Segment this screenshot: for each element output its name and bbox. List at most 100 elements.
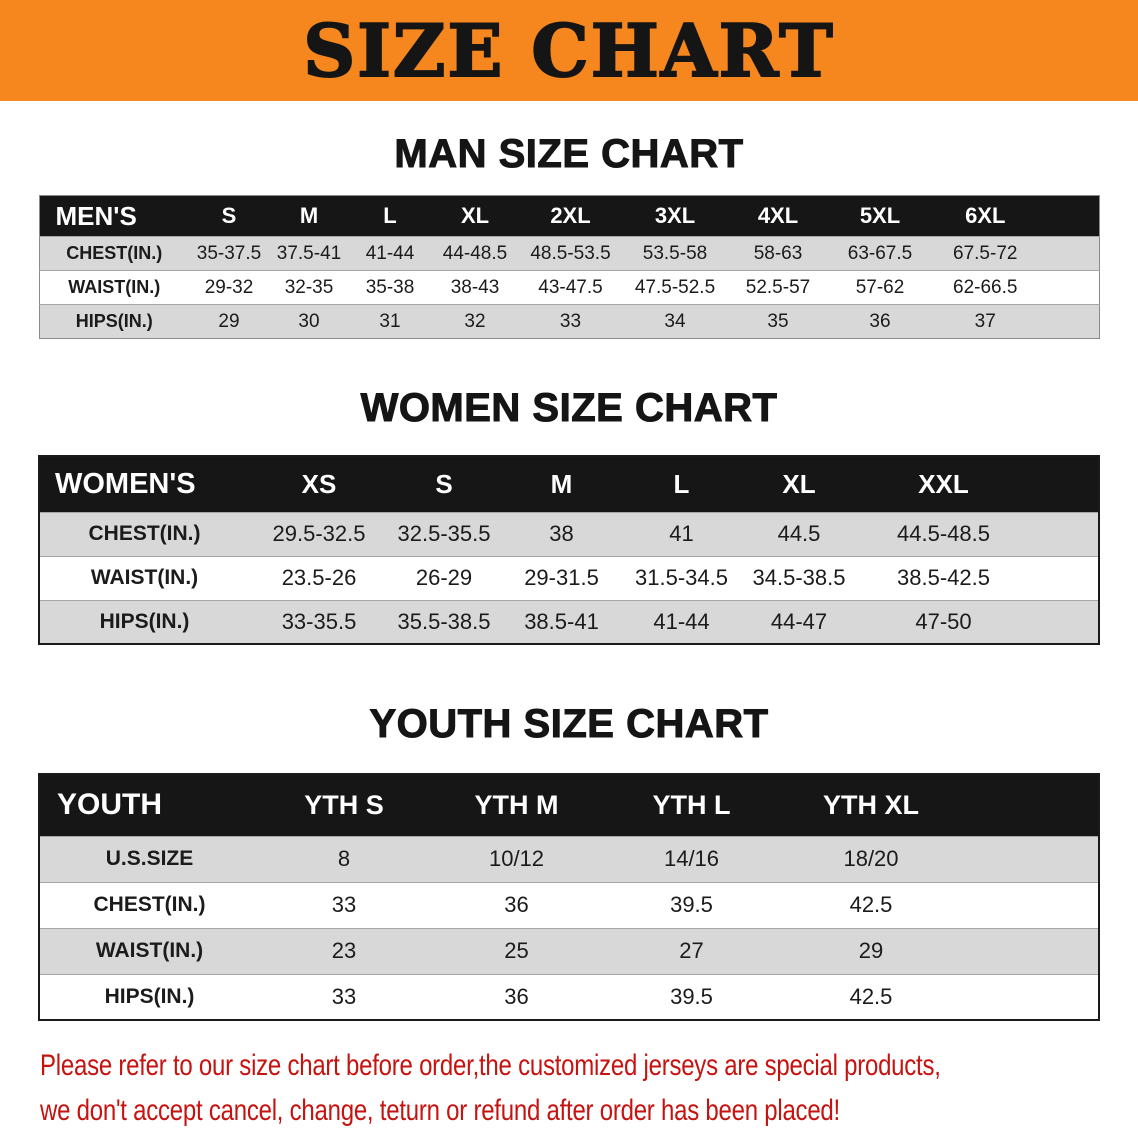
size-value: 38.5-42.5 — [859, 555, 1099, 600]
table-title-cell: MEN'S — [39, 195, 189, 237]
measurement-row: CHEST(IN.) 35-37.5 37.5-41 41-44 44-48.5 48.5… — [39, 236, 1099, 271]
size-value: 33-35.5 — [249, 599, 389, 644]
size-value: 35.5-38.5 — [389, 599, 499, 644]
size-value: 35 — [728, 304, 828, 339]
footer-line-2: we don't accept cancel, change, teturn o… — [40, 1094, 840, 1127]
size-column-header: YTH S — [259, 774, 429, 836]
size-value: 32-35 — [269, 270, 349, 305]
size-value: 23.5-26 — [249, 555, 389, 600]
size-value: 67.5-72 — [932, 236, 1099, 271]
size-value: 39.5 — [604, 881, 779, 928]
size-value: 44-47 — [739, 599, 859, 644]
size-column-header: XS — [249, 456, 389, 512]
size-value: 32.5-35.5 — [389, 511, 499, 556]
measurement-row: WAIST(IN.) 23.5-26 26-29 29-31.5 31.5-34.5 34… — [39, 555, 1099, 600]
header-row: MEN'S S M L XL 2XL 3XL 4XL 5XL 6XL — [39, 195, 1099, 237]
size-value: 29 — [779, 927, 1099, 974]
size-value: 52.5-57 — [728, 270, 828, 305]
size-value: 58-63 — [728, 236, 828, 271]
size-value: 38-43 — [431, 270, 519, 305]
row-label: U.S.SIZE — [39, 835, 259, 882]
size-value: 36 — [828, 304, 932, 339]
measurement-row: WAIST(IN.) 29-32 32-35 35-38 38-43 43-47.5 47.… — [39, 270, 1099, 305]
page-title: SIZE CHART — [302, 7, 835, 93]
row-label: HIPS(IN.) — [39, 973, 259, 1020]
size-value: 44.5-48.5 — [859, 511, 1099, 556]
size-value: 29.5-32.5 — [249, 511, 389, 556]
size-value: 57-62 — [828, 270, 932, 305]
men-section: MAN SIZE CHART MEN'S S M L XL 2XL 3XL 4XL 5XL 6XL… — [0, 131, 1138, 339]
size-value: 48.5-53.5 — [519, 236, 622, 271]
size-column-header: YTH L — [604, 774, 779, 836]
size-value: 37.5-41 — [269, 236, 349, 271]
size-value: 41-44 — [349, 236, 431, 271]
size-column-header: L — [349, 195, 431, 237]
row-label: HIPS(IN.) — [39, 304, 189, 339]
measurement-row: U.S.SIZE 8 10/12 14/16 18/20 — [39, 835, 1099, 882]
size-column-header: S — [189, 195, 269, 237]
size-column-header: M — [269, 195, 349, 237]
mens-size-table: MEN'S S M L XL 2XL 3XL 4XL 5XL 6XL CHEST(IN.) 35-37… — [38, 195, 1100, 339]
row-label: CHEST(IN.) — [39, 881, 259, 928]
size-value: 18/20 — [779, 835, 1099, 882]
measurement-row: CHEST(IN.) 29.5-32.5 32.5-35.5 38 41 44.5 44.5… — [39, 511, 1099, 556]
size-value: 10/12 — [429, 835, 604, 882]
size-value: 62-66.5 — [932, 270, 1099, 305]
size-value: 31 — [349, 304, 431, 339]
size-value: 34 — [622, 304, 728, 339]
size-column-header: 6XL — [932, 195, 1099, 237]
size-value: 34.5-38.5 — [739, 555, 859, 600]
size-value: 47-50 — [859, 599, 1099, 644]
size-value: 35-37.5 — [189, 236, 269, 271]
header-row: WOMEN'S XS S M L XL XXL — [39, 456, 1099, 512]
size-value: 53.5-58 — [622, 236, 728, 271]
size-value: 23 — [259, 927, 429, 974]
size-value: 43-47.5 — [519, 270, 622, 305]
measurement-row: HIPS(IN.) 29 30 31 32 33 34 35 36 37 — [39, 304, 1099, 339]
row-label: WAIST(IN.) — [39, 270, 189, 305]
size-value: 30 — [269, 304, 349, 339]
row-label: HIPS(IN.) — [39, 599, 249, 644]
size-value: 29 — [189, 304, 269, 339]
row-label: WAIST(IN.) — [39, 555, 249, 600]
size-value: 35-38 — [349, 270, 431, 305]
size-value: 32 — [431, 304, 519, 339]
measurement-row: HIPS(IN.) 33 36 39.5 42.5 — [39, 973, 1099, 1020]
size-value: 31.5-34.5 — [624, 555, 739, 600]
size-column-header: 2XL — [519, 195, 622, 237]
size-column-header: XL — [739, 456, 859, 512]
size-column-header: L — [624, 456, 739, 512]
women-section: WOMEN SIZE CHART WOMEN'S XS S M L XL XXL CHEST(… — [0, 385, 1138, 645]
measurement-row: CHEST(IN.) 33 36 39.5 42.5 — [39, 881, 1099, 928]
youth-section-heading: YOUTH SIZE CHART — [369, 702, 769, 747]
size-value: 37 — [932, 304, 1099, 339]
women-section-heading: WOMEN SIZE CHART — [360, 386, 778, 431]
size-column-header: M — [499, 456, 624, 512]
footer-note: Please refer to our size chart before or… — [40, 1043, 941, 1133]
size-value: 29-32 — [189, 270, 269, 305]
footer-line-1: Please refer to our size chart before or… — [40, 1049, 941, 1082]
row-label: CHEST(IN.) — [39, 511, 249, 556]
size-value: 33 — [259, 881, 429, 928]
size-column-header: XL — [431, 195, 519, 237]
table-title-cell: YOUTH — [39, 774, 259, 836]
size-column-header: XXL — [859, 456, 1099, 512]
size-value: 38 — [499, 511, 624, 556]
row-label: CHEST(IN.) — [39, 236, 189, 271]
size-value: 42.5 — [779, 973, 1099, 1020]
header-row: YOUTH YTH S YTH M YTH L YTH XL — [39, 774, 1099, 836]
size-value: 29-31.5 — [499, 555, 624, 600]
size-value: 26-29 — [389, 555, 499, 600]
size-value: 25 — [429, 927, 604, 974]
size-value: 44.5 — [739, 511, 859, 556]
men-section-heading: MAN SIZE CHART — [394, 132, 744, 177]
measurement-row: WAIST(IN.) 23 25 27 29 — [39, 927, 1099, 974]
womens-size-table: WOMEN'S XS S M L XL XXL CHEST(IN.) 29.5-32.5 32.5… — [38, 455, 1100, 645]
size-value: 47.5-52.5 — [622, 270, 728, 305]
size-column-header: YTH M — [429, 774, 604, 836]
size-column-header: 3XL — [622, 195, 728, 237]
size-column-header: 4XL — [728, 195, 828, 237]
size-value: 33 — [519, 304, 622, 339]
banner: SIZE CHART — [0, 0, 1138, 101]
